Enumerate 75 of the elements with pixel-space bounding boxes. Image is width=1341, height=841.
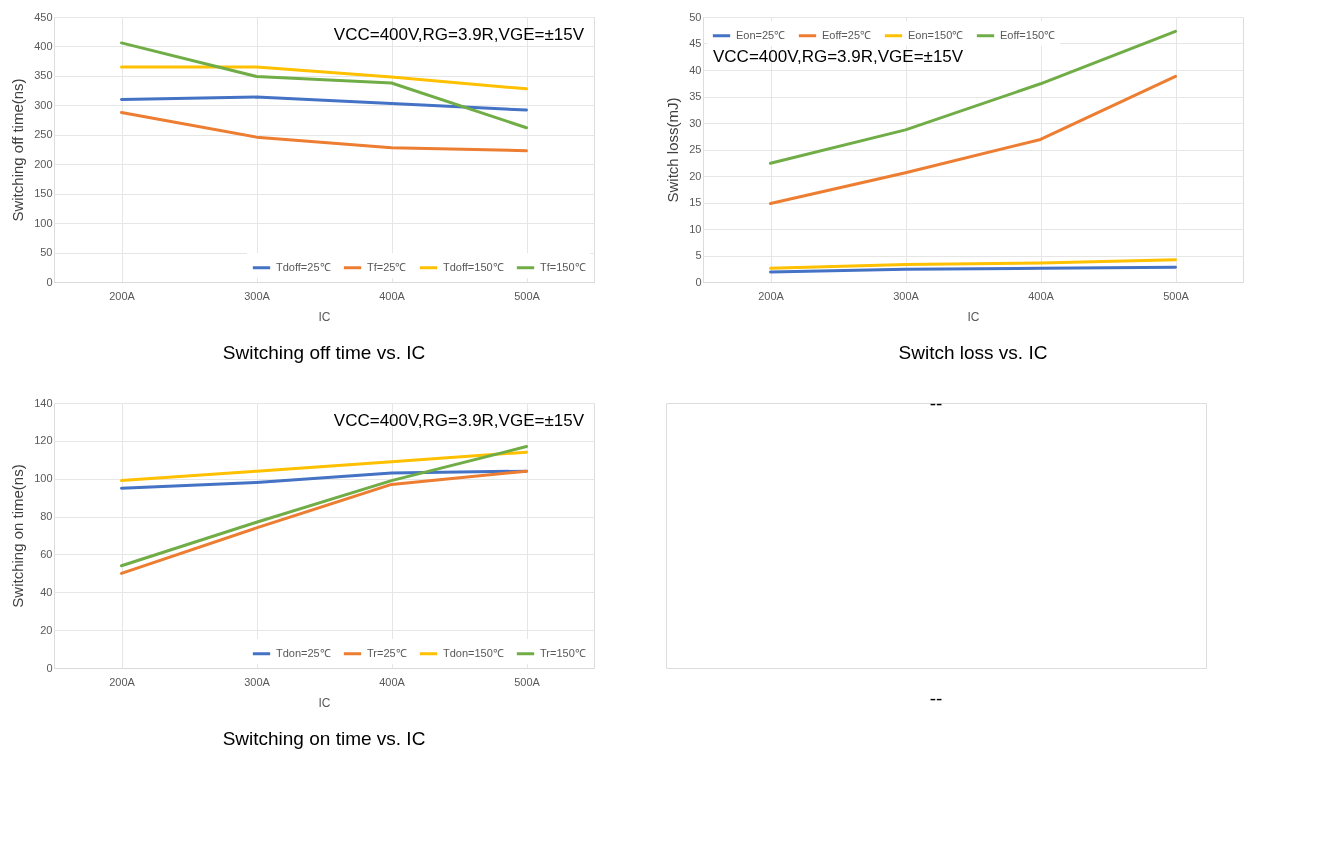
y-tick-label: 45 <box>689 37 702 49</box>
y-tick-label: 200 <box>34 157 53 170</box>
legend-label: Eoff=150℃ <box>1000 28 1056 41</box>
x-tick-label: 400A <box>379 289 406 302</box>
x-axis-title: IC <box>967 309 980 324</box>
y-tick-label: 400 <box>34 39 53 52</box>
x-tick-label: 500A <box>514 289 541 302</box>
y-tick-label: 60 <box>40 547 53 560</box>
x-tick-label: 500A <box>1163 289 1190 302</box>
legend-label: Tr=150℃ <box>540 646 586 659</box>
y-tick-label: 350 <box>34 69 53 82</box>
y-axis-title: Switching on time(ns) <box>9 464 27 608</box>
y-tick-label: 5 <box>695 249 702 261</box>
y-tick-label: 50 <box>40 246 53 259</box>
line-series <box>120 445 528 568</box>
line-series <box>769 74 1177 206</box>
y-axis-title: Switch loss(mJ) <box>664 97 682 203</box>
y-tick-label: 120 <box>34 434 53 447</box>
legend-label: Tdon=150℃ <box>443 646 504 659</box>
y-tick-label: 450 <box>34 10 53 23</box>
text: Switching off time vs. IC <box>222 342 426 363</box>
legend-label: Tdoff=150℃ <box>443 260 504 273</box>
x-tick-label: 300A <box>244 675 271 688</box>
y-tick-label: 80 <box>40 510 53 523</box>
y-tick-label: 25 <box>689 143 702 155</box>
y-tick-label: 140 <box>34 396 53 409</box>
x-tick-label: 500A <box>514 675 541 688</box>
line-series <box>120 450 528 483</box>
x-axis-title: IC <box>318 695 331 710</box>
y-tick-label: 30 <box>689 116 702 129</box>
y-tick-label: 20 <box>40 623 53 636</box>
y-tick-label: 40 <box>40 585 53 598</box>
legend-label: Eon=150℃ <box>908 28 964 41</box>
line-series <box>120 469 528 575</box>
y-tick-label: 35 <box>689 90 702 102</box>
y-tick-label: 150 <box>34 187 53 200</box>
y-tick-label: 100 <box>34 472 53 485</box>
y-tick-label: 100 <box>34 216 53 229</box>
x-tick-label: 300A <box>893 289 920 302</box>
legend-label: Tf=25℃ <box>367 260 407 273</box>
x-axis-title: IC <box>318 309 331 324</box>
x-tick-label: 200A <box>109 675 136 688</box>
x-tick-label: 400A <box>379 675 406 688</box>
text: Switch loss vs. IC <box>898 342 1048 363</box>
y-tick-label: 15 <box>689 196 702 208</box>
legend-label: Tf=150℃ <box>540 260 586 273</box>
annotation: VCC=400V,RG=3.9R,VGE=±15V <box>333 25 585 44</box>
text: -- <box>929 393 943 414</box>
y-tick-label: 10 <box>689 222 702 235</box>
x-tick-label: 300A <box>244 289 271 302</box>
legend-label: Eon=25℃ <box>736 28 786 41</box>
y-tick-label: 50 <box>689 10 702 23</box>
legend-label: Tr=25℃ <box>367 646 407 659</box>
x-tick-label: 200A <box>109 289 136 302</box>
x-tick-label: 200A <box>758 289 785 302</box>
y-axis-title: Switching off time(ns) <box>9 78 27 222</box>
x-tick-label: 400A <box>1028 289 1055 302</box>
line-series <box>120 95 528 112</box>
text: -- <box>929 688 943 709</box>
y-tick-label: 40 <box>689 63 702 76</box>
line-series <box>120 110 528 153</box>
annotation: VCC=400V,RG=3.9R,VGE=±15V <box>333 411 585 430</box>
y-tick-label: 0 <box>46 661 53 674</box>
legend-label: Eoff=25℃ <box>822 28 872 41</box>
y-tick-label: 300 <box>34 98 53 111</box>
y-tick-label: 0 <box>46 275 53 288</box>
text: Switching on time vs. IC <box>222 728 426 749</box>
line-series <box>769 258 1177 270</box>
annotation: VCC=400V,RG=3.9R,VGE=±15V <box>713 47 964 66</box>
y-tick-label: 0 <box>695 275 702 288</box>
legend-label: Tdoff=25℃ <box>276 260 331 273</box>
legend-label: Tdon=25℃ <box>276 646 331 659</box>
line-series <box>120 41 528 130</box>
y-tick-label: 250 <box>34 128 53 141</box>
y-tick-label: 20 <box>689 169 702 182</box>
